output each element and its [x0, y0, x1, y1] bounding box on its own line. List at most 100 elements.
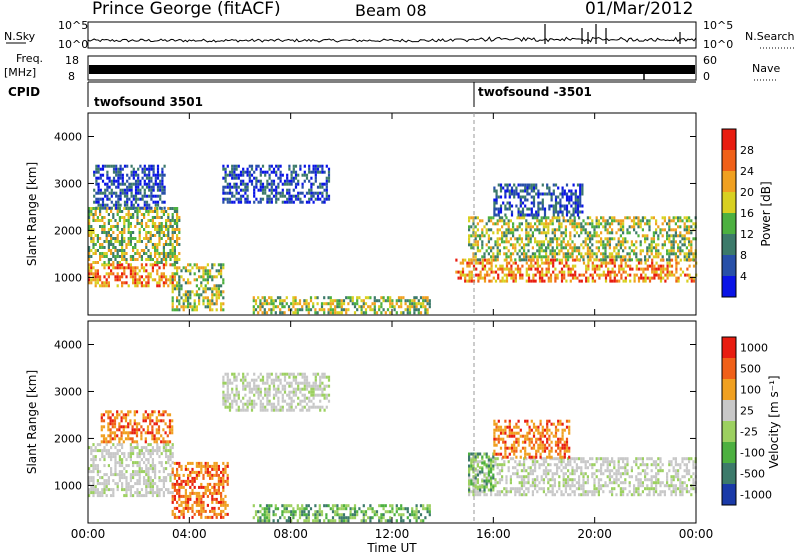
heatmap-cell	[406, 305, 409, 309]
heatmap-cell	[176, 488, 179, 492]
heatmap-cell	[130, 203, 133, 207]
heatmap-cell	[176, 225, 179, 228]
heatmap-cell	[400, 507, 403, 511]
heatmap-cell	[268, 167, 271, 171]
heatmap-cell	[239, 197, 243, 201]
heatmap-cell	[604, 261, 608, 265]
heatmap-cell	[298, 302, 302, 306]
heatmap-cell	[217, 479, 220, 483]
heatmap-cell	[461, 267, 465, 271]
heatmap-cell	[342, 513, 346, 517]
heatmap-cell	[534, 228, 537, 232]
heatmap-cell	[569, 267, 572, 271]
heatmap-cell	[609, 276, 612, 280]
heatmap-cell	[187, 296, 190, 300]
heatmap-cell	[191, 305, 194, 309]
heatmap-cell	[338, 311, 341, 315]
heatmap-cell	[579, 204, 582, 208]
heatmap-cell	[688, 228, 691, 232]
heatmap-cell	[541, 267, 544, 271]
heatmap-cell	[161, 179, 164, 183]
heatmap-cell	[591, 264, 594, 268]
heatmap-cell	[148, 206, 151, 210]
heatmap-cell	[561, 192, 564, 196]
heatmap-cell	[143, 188, 146, 192]
heatmap-cell	[314, 516, 317, 520]
heatmap-cell	[572, 213, 575, 217]
heatmap-cell	[140, 434, 143, 438]
heatmap-cell	[118, 470, 121, 474]
heatmap-cell	[143, 266, 146, 270]
heatmap-cell	[468, 225, 471, 229]
heatmap-cell	[652, 240, 655, 244]
heatmap-cell	[310, 197, 313, 201]
heatmap-cell	[155, 437, 158, 441]
heatmap-cell	[266, 372, 269, 376]
heatmap-cell	[259, 390, 262, 394]
heatmap-cell	[485, 249, 488, 253]
heatmap-cell	[189, 497, 192, 501]
heatmap-cell	[162, 440, 165, 444]
heatmap-cell	[688, 258, 691, 262]
heatmap-cell	[521, 264, 524, 268]
heatmap-cell	[287, 504, 291, 508]
heatmap-cell	[356, 308, 359, 312]
heatmap-cell	[222, 263, 225, 267]
heatmap-cell	[531, 231, 534, 235]
heatmap-cell	[178, 302, 181, 306]
heatmap-cell	[189, 290, 192, 294]
heatmap-cell	[171, 470, 174, 474]
heatmap-cell	[100, 428, 103, 432]
heatmap-cell	[123, 188, 127, 192]
heatmap-cell	[123, 281, 126, 285]
heatmap-cell	[523, 246, 526, 250]
heatmap-cell	[167, 455, 170, 459]
heatmap-cell	[96, 464, 99, 468]
heatmap-cell	[281, 384, 284, 388]
heatmap-cell	[499, 210, 503, 214]
heatmap-cell	[320, 302, 324, 306]
heatmap-cell	[575, 225, 578, 229]
heatmap-cell	[147, 213, 150, 216]
heatmap-cell	[162, 272, 165, 276]
heatmap-cell	[252, 308, 255, 312]
heatmap-cell	[157, 437, 161, 441]
heatmap-cell	[162, 491, 165, 495]
heatmap-cell	[532, 204, 536, 208]
heatmap-cell	[314, 197, 317, 201]
heatmap-cell	[349, 296, 352, 300]
heatmap-cell	[505, 478, 508, 482]
heatmap-cell	[138, 278, 141, 282]
heatmap-cell	[96, 488, 99, 492]
heatmap-cell	[498, 216, 501, 220]
heatmap-cell	[165, 240, 168, 243]
heatmap-cell	[541, 270, 544, 274]
heatmap-cell	[380, 296, 383, 300]
heatmap-cell	[327, 194, 331, 198]
heatmap-cell	[115, 167, 118, 171]
heatmap-cell	[143, 452, 146, 456]
heatmap-cell	[611, 270, 614, 274]
heatmap-cell	[123, 467, 126, 471]
heatmap-cell	[200, 485, 203, 489]
heatmap-cell	[657, 237, 660, 241]
heatmap-cell	[510, 276, 513, 280]
heatmap-cell	[294, 308, 297, 312]
heatmap-cell	[530, 261, 533, 265]
heatmap-cell	[279, 191, 282, 195]
heatmap-cell	[415, 305, 418, 309]
heatmap-cell	[292, 399, 295, 403]
heatmap-cell	[327, 176, 331, 180]
heatmap-cell	[173, 266, 176, 270]
heatmap-cell	[103, 281, 106, 285]
heatmap-cell	[474, 237, 477, 241]
heatmap-cell	[165, 219, 168, 222]
heatmap-cell	[129, 222, 132, 225]
heatmap-cell	[637, 261, 641, 265]
heatmap-cell	[497, 213, 500, 217]
heatmap-cell	[279, 173, 282, 177]
heatmap-cell	[118, 461, 121, 465]
heatmap-cell	[619, 255, 622, 259]
heatmap-cell	[327, 296, 330, 300]
heatmap-cell	[565, 192, 569, 196]
